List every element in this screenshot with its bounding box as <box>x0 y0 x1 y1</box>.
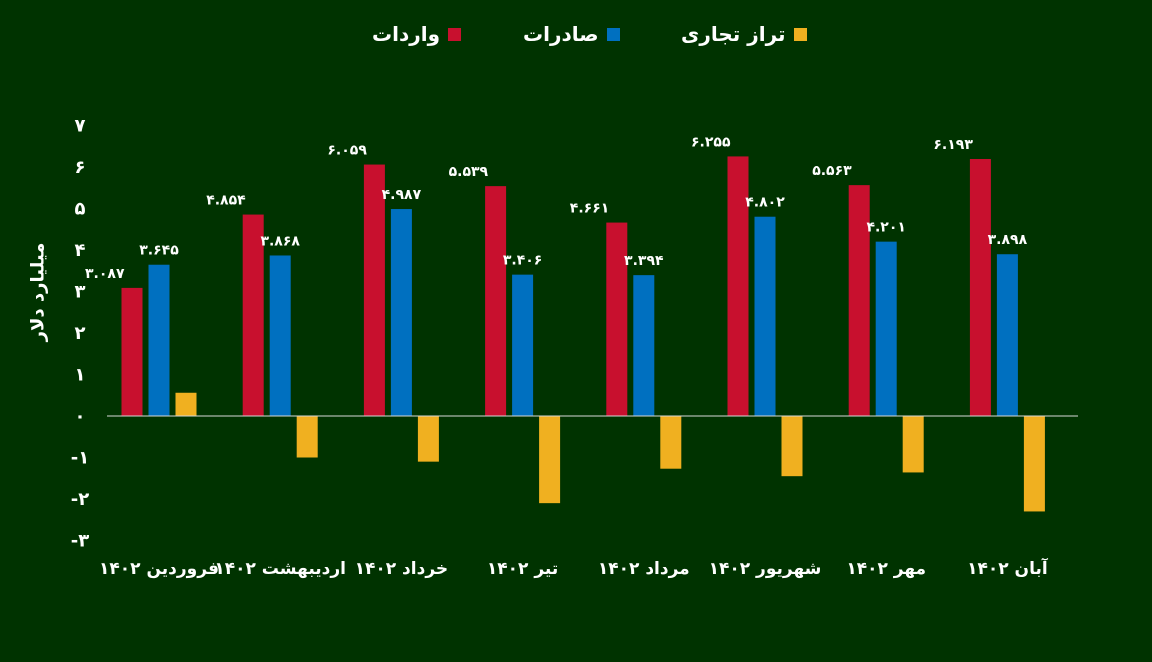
bar-صادرات-1 <box>269 255 291 416</box>
bar-صادرات-2 <box>390 209 412 416</box>
legend-swatch-trade-balance <box>793 27 807 41</box>
bar-تراز-تجاری-6 <box>902 416 924 473</box>
y-tick-label-2: ۲ <box>75 323 86 344</box>
y-tick-label-5: ۵ <box>75 199 86 220</box>
legend-label-imports: واردات <box>372 22 441 46</box>
x-tick-label-3: تیر ۱۴۰۲ <box>487 559 558 579</box>
data-label-صادرات-7: ۳.۸۹۸ <box>988 232 1028 248</box>
legend-item-trade-balance: تراز تجاری <box>681 22 807 46</box>
bar-صادرات-0 <box>148 264 170 416</box>
bar-صادرات-3 <box>512 274 534 416</box>
x-tick-label-2: خرداد ۱۴۰۲ <box>355 559 449 579</box>
x-tick-label-7: آبان ۱۴۰۲ <box>967 557 1049 579</box>
data-label-واردات-2: ۶.۰۵۹ <box>327 143 367 159</box>
bar-صادرات-4 <box>633 275 655 416</box>
bar-صادرات-7 <box>996 254 1018 416</box>
bar-واردات-5 <box>727 156 749 417</box>
data-label-واردات-0: ۳.۰۸۷ <box>85 266 125 282</box>
data-label-صادرات-3: ۳.۴۰۶ <box>503 253 543 269</box>
legend-label-trade-balance: تراز تجاری <box>681 22 786 46</box>
x-tick-label-0: فروردین ۱۴۰۲ <box>99 559 219 579</box>
data-label-صادرات-6: ۴.۲۰۱ <box>866 220 906 236</box>
x-tick-label-5: شهریور ۱۴۰۲ <box>709 559 822 579</box>
y-tick-label-4: ۴ <box>75 240 86 261</box>
y-tick-label-6: ۶ <box>75 157 86 178</box>
bar-واردات-6 <box>848 185 870 416</box>
data-label-واردات-1: ۴.۸۵۴ <box>206 193 246 209</box>
data-label-واردات-6: ۵.۵۶۳ <box>812 163 852 179</box>
data-label-واردات-3: ۵.۵۳۹ <box>449 164 489 180</box>
y-tick-label-3: ۳ <box>75 282 86 303</box>
legend: واردات صادرات تراز تجاری <box>0 22 1152 52</box>
y-tick-label-1: ۱ <box>75 365 86 386</box>
bar-تراز-تجاری-5 <box>781 416 803 477</box>
data-label-صادرات-5: ۴.۸۰۲ <box>745 195 785 211</box>
bar-تراز-تجاری-7 <box>1023 416 1045 512</box>
bar-تراز-تجاری-3 <box>539 416 561 504</box>
y-tick-label--2: -۲ <box>71 489 89 510</box>
bar-واردات-7 <box>969 158 991 417</box>
y-tick-label--3: -۳ <box>71 531 89 552</box>
bar-واردات-1 <box>242 214 264 416</box>
x-tick-label-4: مرداد ۱۴۰۲ <box>598 559 690 579</box>
data-label-واردات-7: ۶.۱۹۳ <box>933 137 973 153</box>
bar-واردات-2 <box>363 164 385 416</box>
bar-صادرات-5 <box>754 216 776 416</box>
legend-item-exports: صادرات <box>523 22 620 46</box>
bar-تراز-تجاری-4 <box>660 416 682 469</box>
bar-تراز-تجاری-1 <box>296 416 318 458</box>
bar-صادرات-6 <box>875 241 897 416</box>
bar-واردات-4 <box>606 222 628 416</box>
y-tick-label-7: ۷ <box>75 116 86 137</box>
data-label-واردات-4: ۴.۶۶۱ <box>570 201 610 217</box>
bar-واردات-3 <box>485 186 507 416</box>
y-tick-label-0: ۰ <box>75 406 86 427</box>
bar-تراز-تجاری-2 <box>417 416 439 462</box>
bar-تراز-تجاری-0 <box>175 392 197 416</box>
data-label-صادرات-4: ۳.۳۹۴ <box>624 253 664 269</box>
bar-واردات-0 <box>121 287 143 416</box>
y-tick-label--1: -۱ <box>71 448 89 469</box>
data-label-واردات-5: ۶.۲۵۵ <box>691 134 731 150</box>
data-label-صادرات-2: ۴.۹۸۷ <box>382 187 422 203</box>
x-tick-label-1: اردیبهشت ۱۴۰۲ <box>214 559 346 579</box>
legend-swatch-imports <box>448 27 462 41</box>
legend-label-exports: صادرات <box>523 22 599 46</box>
x-tick-label-6: مهر ۱۴۰۲ <box>846 559 926 579</box>
legend-item-imports: واردات <box>372 22 462 46</box>
legend-swatch-exports <box>606 27 620 41</box>
data-label-صادرات-1: ۳.۸۶۸ <box>260 233 300 249</box>
data-label-صادرات-0: ۳.۶۴۵ <box>139 243 179 259</box>
